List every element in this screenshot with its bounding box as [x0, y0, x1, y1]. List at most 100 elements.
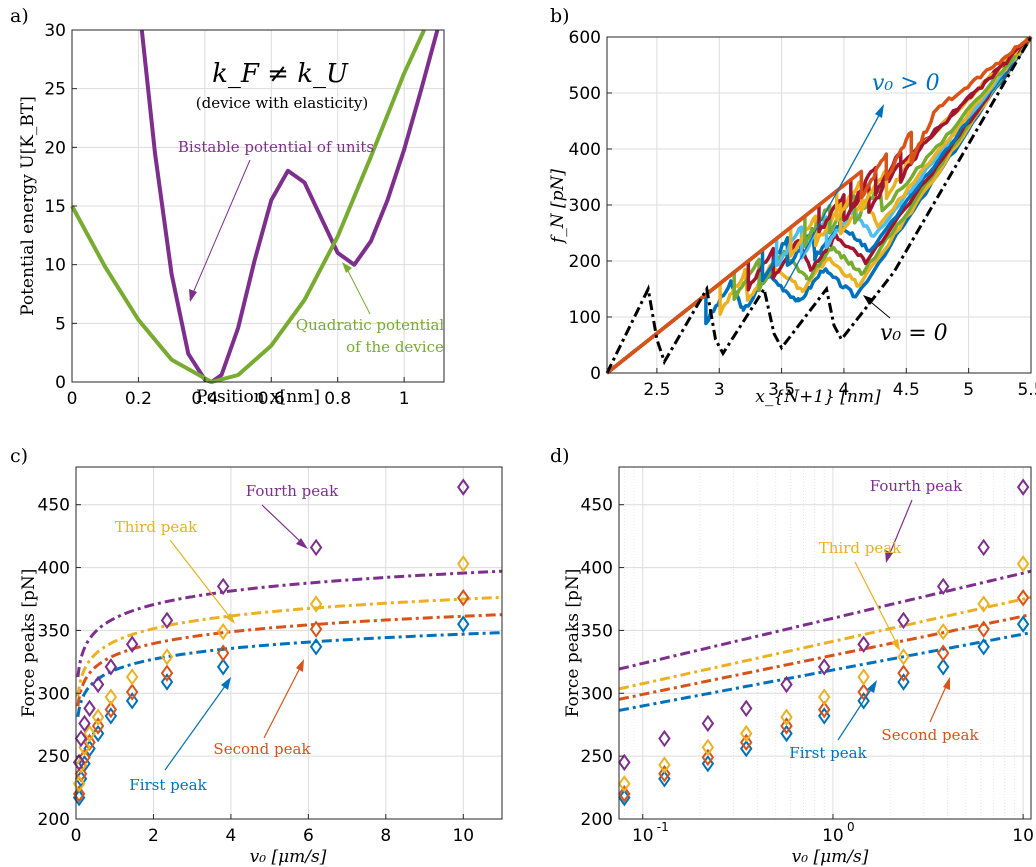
b-ytick-label: 200 [569, 252, 601, 272]
diamond-marker [780, 717, 793, 735]
diamond-marker [740, 724, 753, 743]
b-xtick-label: 3 [714, 380, 725, 400]
diamond-marker [658, 765, 671, 783]
diamond-marker [936, 622, 950, 641]
a-xtick-label: 0.8 [324, 389, 351, 409]
panel-a-grid [71, 29, 444, 383]
b-ytick-label: 400 [569, 140, 601, 160]
diamond-marker [309, 595, 323, 613]
trace-line [605, 36, 1033, 375]
panel-d-third-label: Third peak [819, 539, 902, 557]
diamond-marker [857, 668, 870, 686]
diamond-marker [1016, 589, 1030, 607]
diamond-marker [897, 664, 910, 682]
diamond-marker [977, 538, 990, 557]
panel-d-fourth-arrow [887, 499, 913, 559]
panel-d-xlabel: v₀ [μm/s] [792, 847, 869, 867]
quadratic-potential-line [70, 29, 426, 384]
b-ytick-label: 300 [569, 196, 601, 216]
panel-b: b) 2.5 3 3.5 4 4.5 5 5.5 0 100 200 300 400 500 600 v₀… [548, 5, 1036, 407]
c-xtick-label: 4 [225, 826, 236, 846]
panel-c-third-label: Third peak [115, 518, 198, 536]
diamond-marker [701, 714, 715, 733]
diamond-marker [740, 733, 753, 752]
diamond-marker [216, 577, 230, 596]
panel-b-curves [605, 35, 1033, 375]
panel-d-first-label: First peak [789, 744, 867, 762]
panel-d-ticks: 10-1100101200250300350400450 [581, 496, 1034, 846]
panel-a-bistable-label: Bistable potential of units [178, 138, 374, 156]
panel-a-bistable-arrowhead [189, 289, 197, 302]
panel-c-xlabel: v₀ [μm/s] [250, 847, 327, 867]
panel-c-third-arrowhead [225, 613, 235, 624]
panel-a-xlabel: Position x[nm] [196, 387, 320, 407]
d-ytick-label: 300 [581, 684, 613, 704]
quasistatic-curve [605, 36, 1033, 374]
b-xtick-label: 3.5 [768, 380, 795, 400]
fit-line [76, 631, 503, 718]
diamond-marker [936, 644, 950, 662]
panel-b-vzero-label: v₀ = 0 [880, 321, 948, 346]
diamond-marker [91, 717, 105, 735]
panel-a-quad-arrow [344, 264, 371, 315]
diamond-marker [457, 555, 470, 573]
diamond-marker [818, 658, 831, 676]
panel-d-letter: d) [550, 445, 570, 467]
b-ytick-label: 500 [569, 84, 601, 104]
panel-c-axes-box [75, 466, 503, 820]
diamond-marker [83, 724, 96, 743]
diamond-marker [125, 683, 139, 701]
panel-d-third-arrow [854, 561, 899, 647]
trace-line [605, 35, 1033, 375]
diamond-marker [701, 738, 715, 757]
diamond-marker [74, 729, 88, 748]
diamond-marker [160, 648, 174, 666]
c-xtick-label: 10 [452, 826, 474, 846]
diamond-marker [216, 658, 230, 676]
a-ytick-label: 10 [44, 256, 66, 276]
panel-c-fourth-label: Fourth peak [246, 482, 339, 500]
panel-d-second-arrow [929, 681, 949, 723]
diamond-marker [125, 635, 139, 653]
panel-c-second-arrow [263, 663, 303, 739]
a-xtick-label: 0.4 [191, 389, 218, 409]
trace-line [605, 35, 1033, 375]
c-ytick-label: 450 [38, 496, 70, 516]
panel-c-fourth-arrowhead [296, 538, 308, 549]
d-xtick-label: 10 [632, 826, 654, 846]
panel-c-letter: c) [10, 445, 28, 467]
b-ytick-label: 100 [569, 308, 601, 328]
d-xtick-label: 10 [1012, 826, 1034, 846]
diamond-marker [104, 700, 118, 719]
diamond-marker [618, 753, 631, 772]
panel-d-ylabel: Force peaks [pN] [563, 569, 583, 718]
c-ytick-label: 300 [38, 684, 70, 704]
diamond-marker [977, 620, 990, 638]
a-xtick-label: 0.2 [125, 389, 152, 409]
diamond-marker [977, 595, 990, 613]
c-xtick-label: 2 [148, 826, 159, 846]
fit-line [618, 631, 1032, 712]
panel-d-second-label: Second peak [881, 726, 979, 744]
diamond-marker [618, 775, 631, 793]
diamond-marker [104, 688, 118, 706]
diamond-marker [1016, 478, 1030, 496]
panel-c-ticks: 0 2 4 6 8 10 200 250 300 350 400 450 [38, 496, 475, 846]
diamond-marker [91, 675, 105, 694]
panel-d: d) 10-1100101200250300350400450 Fourth p… [550, 445, 1034, 867]
panel-a-subtitle: (device with elasticity) [196, 94, 368, 112]
b-xtick-label: 2.5 [643, 380, 670, 400]
diamond-marker [936, 658, 950, 676]
diamond-marker [457, 478, 470, 496]
panel-d-fourth-label: Fourth peak [870, 477, 963, 495]
diamond-marker [216, 644, 230, 662]
diamond-marker [1016, 615, 1030, 633]
diamond-marker [658, 729, 671, 748]
d-xtick-exponent: -1 [657, 820, 669, 834]
panel-c: c) 0 2 4 6 8 10 200 250 300 350 400 450 Fourth peak… [10, 445, 503, 867]
bistable-potential-line [139, 29, 440, 384]
diamond-marker [457, 615, 470, 633]
panel-a-letter: a) [10, 5, 29, 27]
panel-d-grid [619, 467, 1031, 820]
